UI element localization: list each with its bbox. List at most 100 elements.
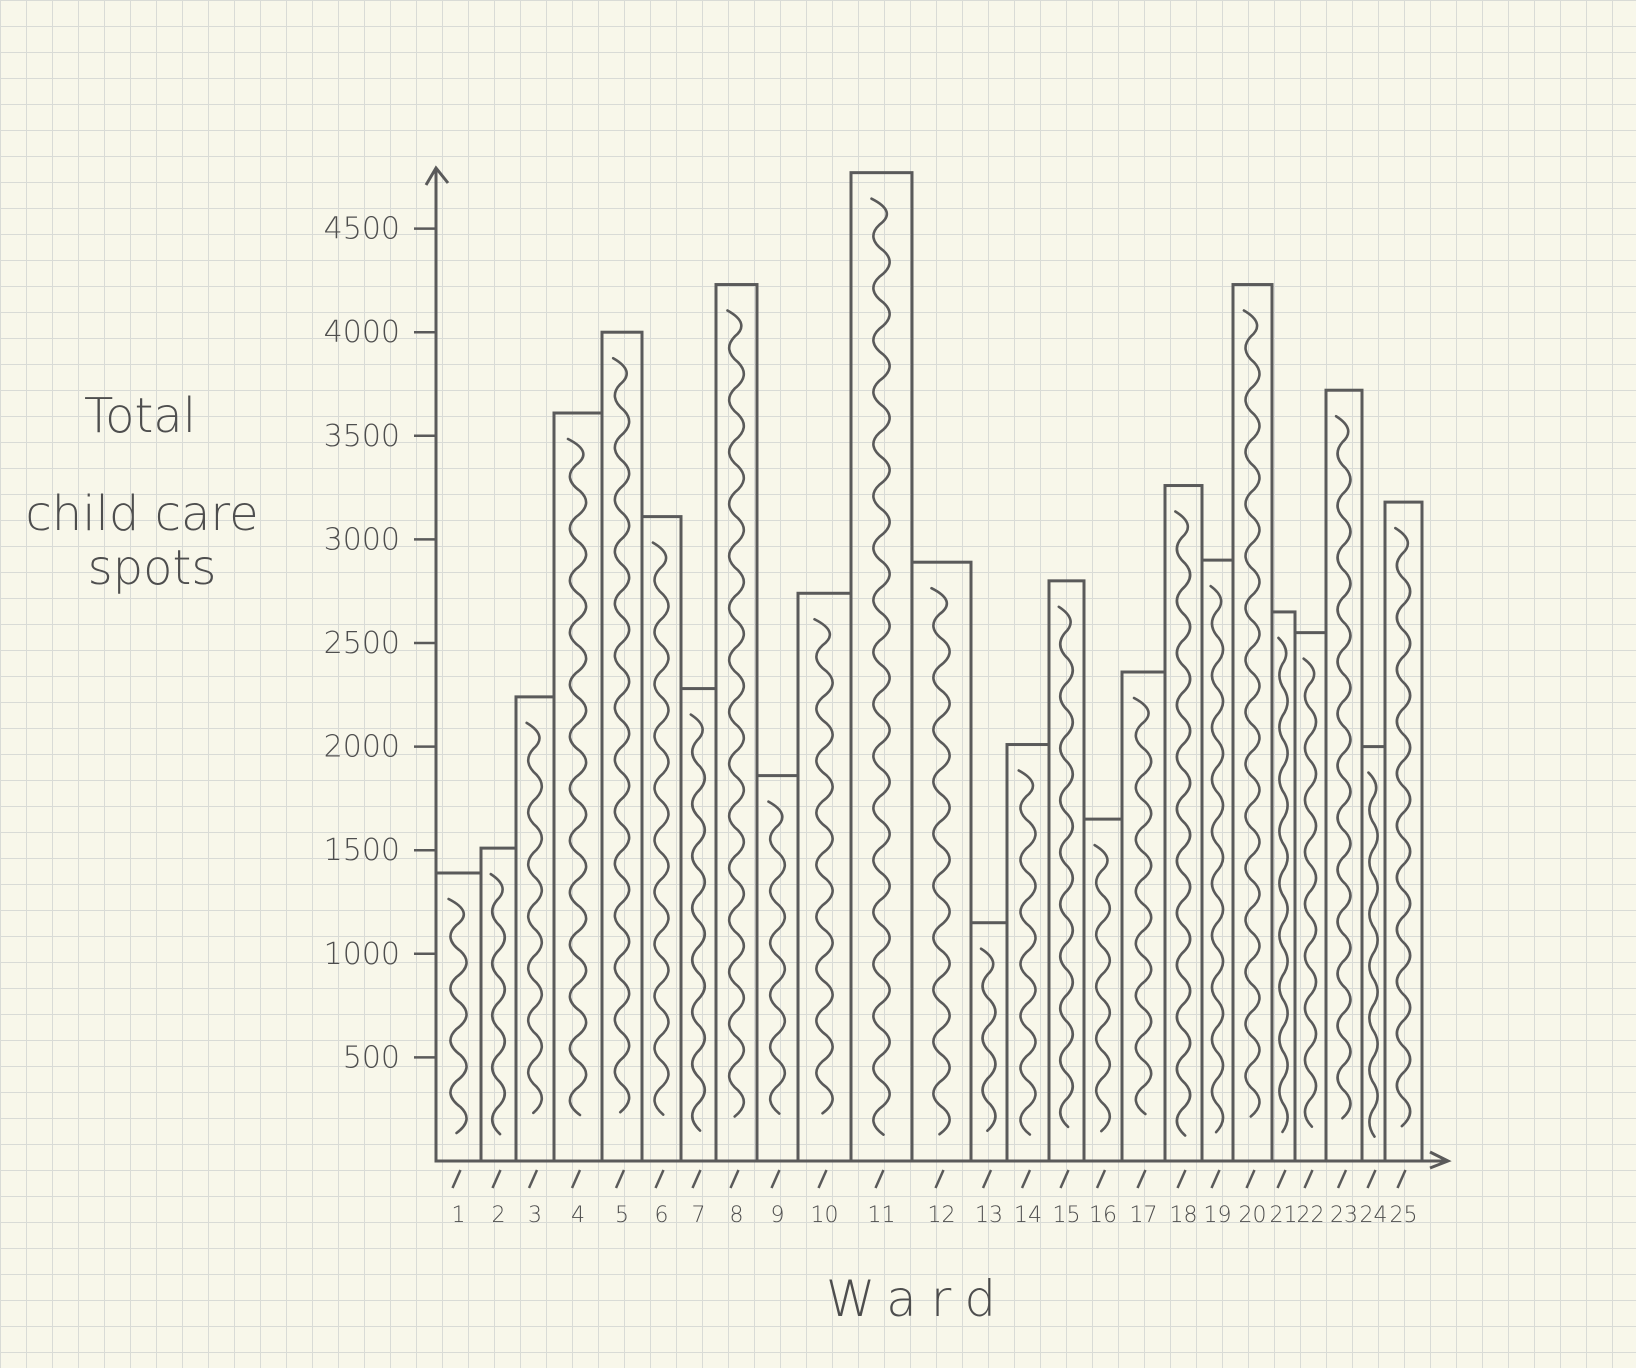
x-tick-ward-15 xyxy=(1059,1169,1070,1189)
x-tick-label-ward-18: 18 xyxy=(1170,1203,1198,1228)
bar-ward-13 xyxy=(969,921,1009,1163)
x-axis xyxy=(436,1150,1452,1170)
bar-hatch-ward-24 xyxy=(1367,771,1379,1138)
bar-ward-2 xyxy=(479,846,518,1163)
x-tick-label-ward-16: 16 xyxy=(1089,1203,1117,1228)
x-tick-ward-24 xyxy=(1366,1169,1377,1189)
x-tick-label-ward-17: 17 xyxy=(1130,1203,1158,1228)
x-tick-label-ward-4: 4 xyxy=(571,1203,585,1228)
bar-hatch-ward-14 xyxy=(1017,769,1037,1136)
y-axis-title: Total child care spots xyxy=(25,388,258,596)
y-tick-label-2500: 2500 xyxy=(324,626,400,661)
bar-ward-1 xyxy=(434,871,483,1163)
x-tick-label-ward-14: 14 xyxy=(1014,1203,1042,1228)
bar-hatch-ward-8 xyxy=(726,309,746,1118)
x-tick-label-ward-7: 7 xyxy=(692,1203,706,1228)
x-tick-ward-21 xyxy=(1276,1169,1287,1189)
x-tick-label-ward-24: 24 xyxy=(1360,1203,1388,1228)
y-axis-title-line-1: Total xyxy=(84,388,196,444)
bar-ward-8 xyxy=(714,283,759,1163)
x-tick-ward-5 xyxy=(614,1169,626,1189)
x-tick-label-ward-12: 12 xyxy=(928,1203,956,1228)
y-tick-label-4000: 4000 xyxy=(324,315,400,350)
bar-hatch-ward-6 xyxy=(651,541,670,1116)
bar-ward-7 xyxy=(679,687,718,1163)
x-tick-ward-12 xyxy=(934,1169,945,1189)
x-tick-ward-3 xyxy=(527,1169,539,1189)
y-tick-label-500: 500 xyxy=(343,1040,400,1075)
x-tick-label-ward-1: 1 xyxy=(452,1203,466,1228)
bar-hatch-ward-4 xyxy=(566,437,588,1117)
x-tick-ward-6 xyxy=(654,1169,665,1189)
y-tick-label-1500: 1500 xyxy=(324,833,400,868)
x-tick-label-ward-8: 8 xyxy=(730,1203,744,1228)
x-tick-ward-22 xyxy=(1303,1169,1314,1189)
x-tick-ward-11 xyxy=(874,1169,885,1189)
bar-hatch-ward-12 xyxy=(930,586,951,1136)
x-tick-ward-25 xyxy=(1396,1169,1407,1189)
x-tick-ward-1 xyxy=(451,1169,462,1189)
x-ticks-group: 1 2 3 4 5 6 7 8 9 10 11 12 13 14 15 16 17 18 19 20 21 22 23 24 2… xyxy=(451,1169,1418,1228)
bar-hatch-ward-2 xyxy=(489,872,506,1136)
bar-ward-14 xyxy=(1005,743,1051,1163)
x-tick-label-ward-3: 3 xyxy=(528,1203,542,1228)
x-tick-ward-8 xyxy=(729,1169,740,1189)
y-tick-label-1000: 1000 xyxy=(324,937,400,972)
bar-ward-6 xyxy=(640,515,683,1163)
bar-ward-9 xyxy=(755,774,800,1163)
x-tick-label-ward-21: 21 xyxy=(1270,1203,1298,1228)
bar-ward-20 xyxy=(1231,283,1274,1163)
bar-hatch-ward-18 xyxy=(1174,510,1192,1137)
bar-hatch-ward-5 xyxy=(611,356,631,1114)
bars-group xyxy=(434,171,1424,1163)
x-tick-ward-10 xyxy=(817,1169,828,1189)
x-tick-label-ward-23: 23 xyxy=(1330,1203,1358,1228)
x-tick-ward-20 xyxy=(1245,1169,1256,1189)
bar-ward-11 xyxy=(849,171,914,1163)
x-tick-label-ward-19: 19 xyxy=(1204,1203,1232,1228)
bar-ward-25 xyxy=(1383,500,1424,1163)
bar-ward-19 xyxy=(1200,558,1235,1163)
x-tick-label-ward-10: 10 xyxy=(811,1203,839,1228)
x-tick-ward-13 xyxy=(981,1169,993,1189)
bar-ward-23 xyxy=(1324,388,1364,1163)
bar-hatch-ward-20 xyxy=(1242,309,1261,1118)
x-tick-label-ward-25: 25 xyxy=(1390,1203,1418,1228)
bar-hatch-ward-19 xyxy=(1209,584,1225,1134)
x-tick-ward-7 xyxy=(691,1169,702,1189)
bar-hatch-ward-10 xyxy=(813,617,834,1115)
x-tick-ward-9 xyxy=(770,1169,781,1189)
x-tick-ward-23 xyxy=(1336,1169,1348,1189)
bar-hatch-ward-23 xyxy=(1334,414,1352,1120)
bar-hatch-ward-1 xyxy=(447,897,468,1135)
x-tick-ward-17 xyxy=(1136,1169,1147,1189)
x-tick-ward-4 xyxy=(570,1169,582,1189)
x-tick-ward-14 xyxy=(1020,1169,1032,1189)
bar-hatch-ward-16 xyxy=(1093,843,1111,1133)
y-tick-label-3500: 3500 xyxy=(324,419,400,454)
x-tick-ward-19 xyxy=(1210,1169,1221,1189)
y-ticks-group: 500 1000 1500 2000 2500 3000 3500 4000 4500 xyxy=(324,212,436,1075)
bar-hatch-ward-3 xyxy=(525,721,543,1115)
y-tick-label-4500: 4500 xyxy=(324,212,400,247)
x-tick-label-ward-6: 6 xyxy=(655,1203,669,1228)
y-tick-label-2000: 2000 xyxy=(324,730,400,765)
y-axis xyxy=(424,165,450,1161)
bar-hatch-ward-11 xyxy=(870,197,891,1136)
bar-hatch-ward-9 xyxy=(767,800,787,1115)
bar-hatch-ward-25 xyxy=(1394,526,1412,1128)
x-tick-label-ward-2: 2 xyxy=(492,1203,506,1228)
bar-hatch-ward-21 xyxy=(1277,636,1289,1134)
bar-ward-4 xyxy=(552,411,604,1163)
x-tick-label-ward-20: 20 xyxy=(1239,1203,1267,1228)
x-axis-title: Ward xyxy=(826,1270,1010,1328)
bar-ward-22 xyxy=(1293,631,1328,1163)
y-tick-label-3000: 3000 xyxy=(324,522,400,557)
bar-hatch-ward-7 xyxy=(689,713,706,1132)
x-tick-label-ward-11: 11 xyxy=(868,1203,896,1228)
y-axis-title-line-2: child care xyxy=(25,486,258,542)
x-tick-ward-18 xyxy=(1176,1169,1187,1189)
x-tick-label-ward-13: 13 xyxy=(975,1203,1003,1228)
x-tick-label-ward-9: 9 xyxy=(771,1203,785,1228)
